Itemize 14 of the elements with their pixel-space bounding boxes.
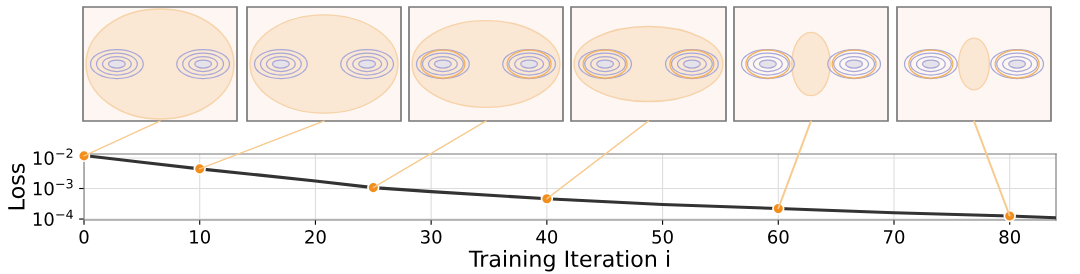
x-tick-label: 30	[421, 230, 442, 244]
x-tick-label: 70	[883, 230, 905, 244]
x-tick-label: 20	[305, 230, 326, 244]
y-tick-label: 10$^{−3}$	[33, 178, 73, 196]
x-axis-title: Training Iteration i	[468, 249, 670, 272]
y-tick-label: 10$^{−4}$	[33, 209, 73, 227]
x-tick-label: 80	[999, 230, 1020, 244]
y-tick-label: 10$^{−2}$	[33, 148, 73, 165]
y-axis-title: Loss	[8, 163, 25, 210]
x-tick-label: 40	[536, 230, 558, 244]
x-tick-label: 0	[79, 230, 89, 244]
x-tick-label: 50	[652, 230, 673, 244]
x-tick-label: 10	[190, 230, 210, 244]
x-tick-label: 60	[768, 230, 789, 244]
